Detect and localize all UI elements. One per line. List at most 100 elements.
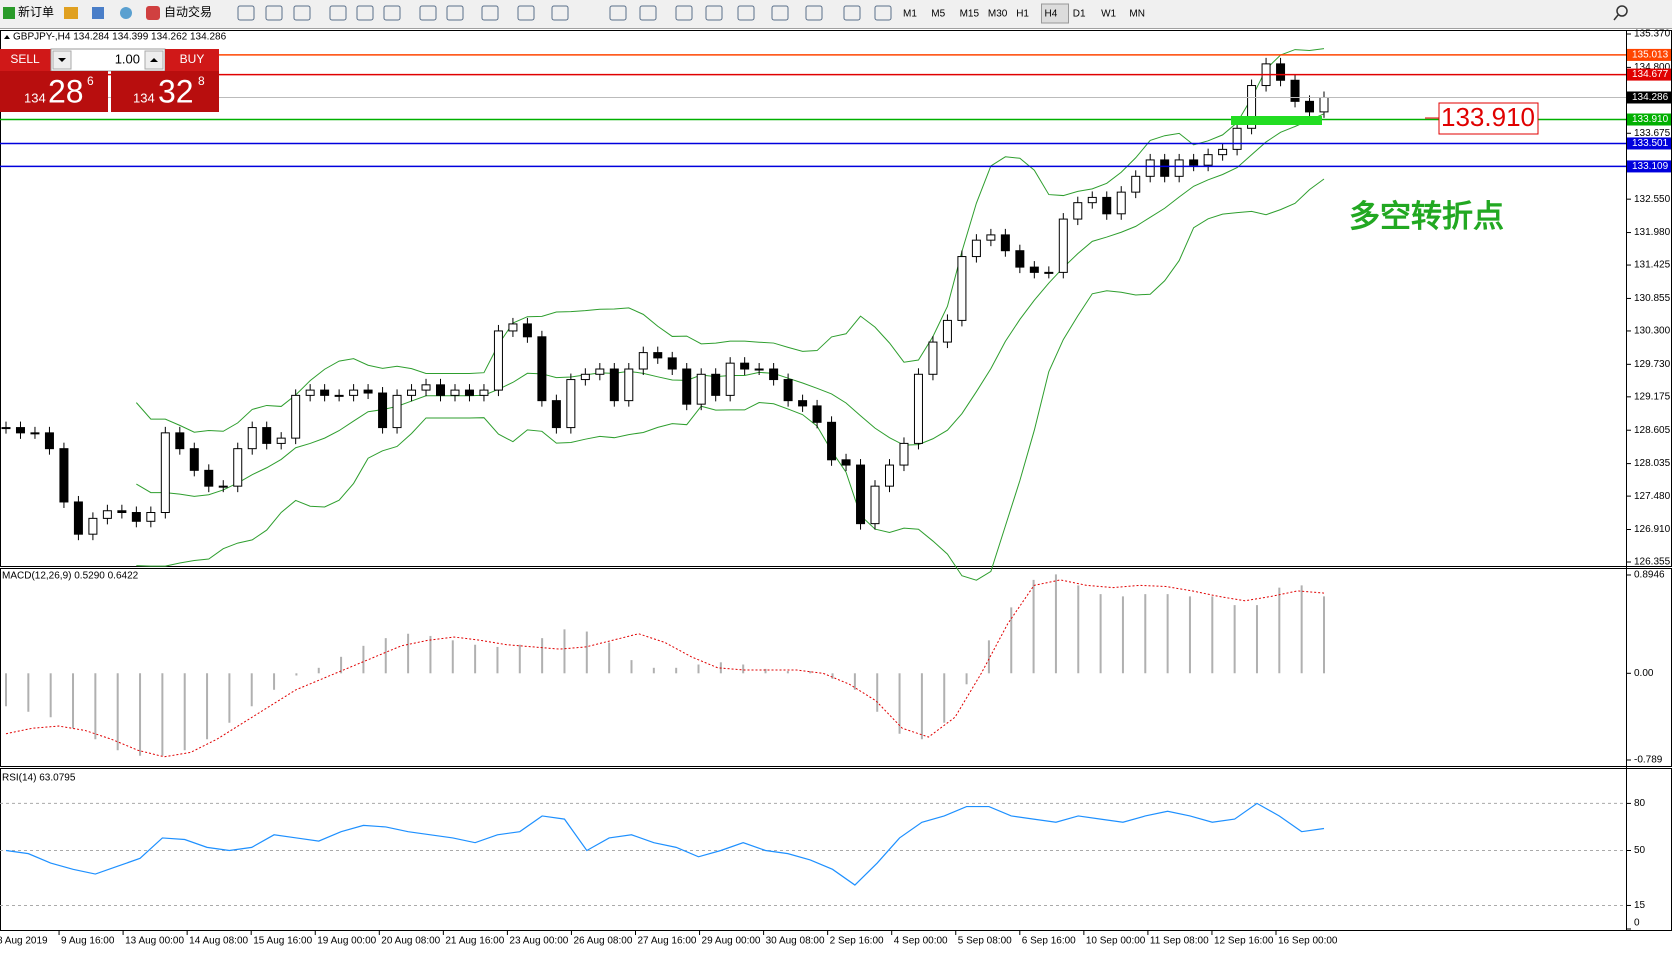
horizontal-line-label: 133.501 [1632,138,1669,149]
search-icon[interactable] [1616,5,1628,17]
tool-button[interactable] [609,5,627,21]
timeframe-button[interactable]: H1 [1016,9,1029,20]
y-tick-label: 133.675 [1634,128,1671,139]
tool-button[interactable] [419,5,437,21]
bollinger-band [136,178,1325,581]
candle-body [59,448,69,503]
tool-button[interactable] [675,5,693,21]
tool-button[interactable] [329,5,347,21]
timeframe-button[interactable]: W1 [1101,9,1116,20]
tool-button[interactable] [517,5,535,21]
timeframe-button[interactable]: MN [1129,9,1145,20]
candle-body [131,512,141,522]
toolbar-icon[interactable] [120,7,132,19]
rsi-line [5,802,1325,886]
tool-button[interactable] [446,5,464,21]
candle-body [421,384,431,391]
horizontal-line-tag [1627,137,1671,150]
x-tick-label: 12 Sep 16:00 [1214,936,1274,947]
rsi-chart: RSI(14) 63.0795 80 50 15 0 [0,773,1646,930]
toolbar-icon[interactable] [92,7,104,19]
candle-body [783,379,793,402]
tool-button[interactable] [805,5,823,21]
candle-body [1058,218,1068,273]
candle-body [856,464,866,525]
tool-button[interactable] [737,5,755,21]
candle-body [884,464,894,487]
time-axis: 8 Aug 2019 9 Aug 16:00 13 Aug 00:00 14 Aug … [0,931,1338,947]
sell-label[interactable]: SELL [10,52,40,66]
tool-button[interactable] [771,5,789,21]
lots-value[interactable]: 1.00 [115,51,140,66]
horizontal-line-tag [1627,68,1671,81]
candle-body [407,389,417,396]
tool-button[interactable] [237,5,255,21]
active-timeframe [1041,3,1069,24]
tool-button[interactable] [639,5,657,21]
tool-button[interactable] [874,5,892,21]
macd-label: MACD(12,26,9) 0.5290 0.6422 [2,571,139,582]
candle-body [754,368,764,371]
new-order-button[interactable]: 新订单 [18,4,54,19]
search-icon[interactable] [1613,14,1619,21]
buy-button[interactable] [165,49,219,71]
timeframe-button[interactable]: M15 [960,9,980,20]
candle-body [204,469,214,487]
auto-trading-icon[interactable] [146,6,160,20]
candle-body [291,394,301,439]
candle-body [1000,234,1010,252]
y-tick-label: 126.355 [1634,557,1671,568]
candle-body [189,448,199,471]
tool-button[interactable] [265,5,283,21]
buy-label[interactable]: BUY [180,52,205,66]
candle-body [957,256,967,321]
rsi-label: RSI(14) 63.0795 [2,773,76,784]
candle-body [175,432,185,450]
tool-button[interactable] [843,5,861,21]
candle-body [450,389,460,396]
candle-body [1160,159,1170,177]
candle-body [30,432,40,435]
candle-body [44,432,54,450]
y-tick-label: 80 [1634,798,1646,809]
tool-button[interactable] [356,5,374,21]
x-tick-label: 26 Aug 08:00 [573,936,632,947]
timeframe-button[interactable]: M5 [931,9,945,20]
candle-body [942,319,952,343]
y-tick-label: 15 [1634,900,1646,911]
sell-button[interactable] [0,49,51,71]
horizontal-line-label: 133.910 [1632,114,1669,125]
tool-button[interactable] [481,5,499,21]
y-tick-label: 132.550 [1634,194,1671,205]
bid-box[interactable] [0,71,108,112]
drawing-tools [237,5,892,21]
timeframe-button[interactable]: M30 [988,9,1008,20]
horizontal-line-tag [1627,160,1671,173]
candle-body [479,389,489,396]
tool-button[interactable] [383,5,401,21]
candle-body [913,373,923,444]
candle-body [464,389,474,396]
candle-body [696,373,706,405]
macd-signal [5,579,1325,758]
tool-button[interactable] [705,5,723,21]
horizontal-line-label: 133.109 [1632,161,1669,172]
annotation-box [1438,102,1539,135]
candle-body [580,373,590,381]
tool-button[interactable] [551,5,569,21]
candle-body [1203,154,1213,166]
timeframe-button[interactable]: M1 [903,9,917,20]
candle-body [160,432,170,514]
new-order-icon[interactable] [3,7,15,19]
auto-trading-button[interactable]: 自动交易 [164,4,212,19]
candle-body [218,485,228,488]
candle-body [1319,96,1329,113]
toolbar-icon[interactable] [64,7,78,19]
tool-button[interactable] [293,5,311,21]
ask-box[interactable] [111,71,219,112]
timeframe-button[interactable]: D1 [1073,9,1086,20]
x-tick-label: 15 Aug 16:00 [253,936,312,947]
y-tick-label: 131.980 [1634,227,1671,238]
candle-body [233,448,243,487]
timeframe-button[interactable]: H4 [1045,9,1058,20]
